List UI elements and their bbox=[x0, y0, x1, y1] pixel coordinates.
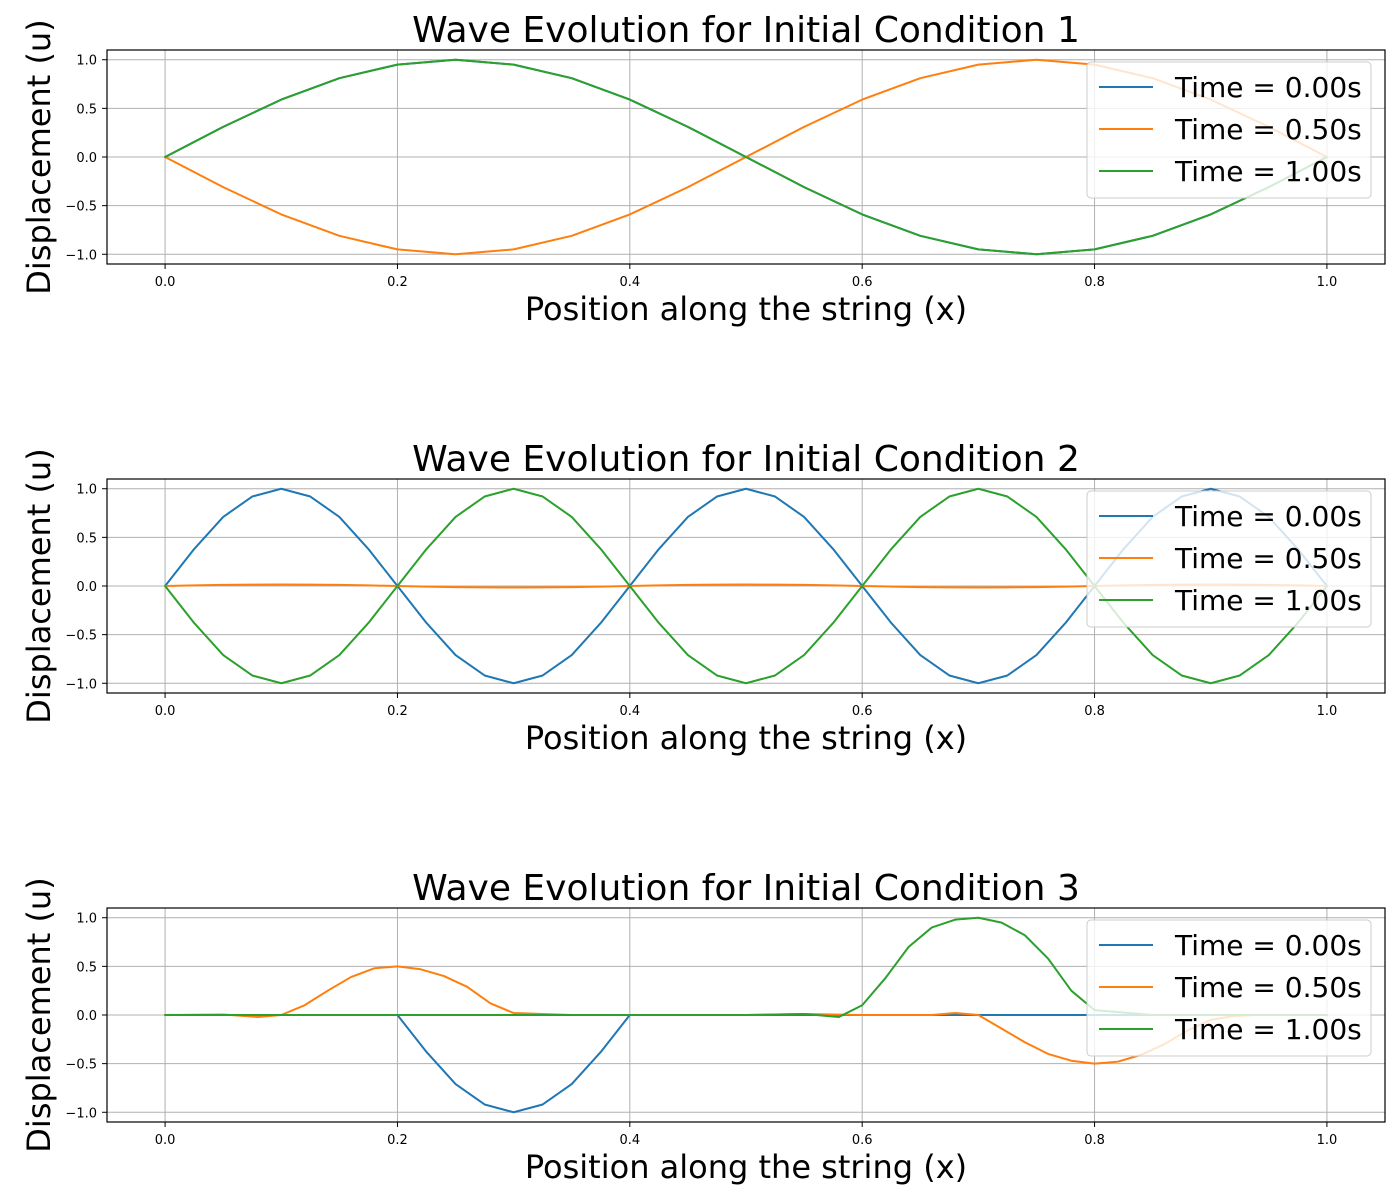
legend-frame bbox=[1086, 919, 1372, 1057]
x-tick-label: 0.8 bbox=[1084, 275, 1105, 290]
legend: Time = 0.00s Time = 0.50s Time = 1.00s bbox=[1086, 61, 1372, 199]
y-tick-label: −1.0 bbox=[65, 1106, 97, 1121]
x-tick-label: 0.8 bbox=[1084, 704, 1105, 719]
x-tick-label: 0.0 bbox=[155, 704, 176, 719]
x-tick-label: 1.0 bbox=[1317, 704, 1338, 719]
x-tick-label: 0.6 bbox=[852, 704, 873, 719]
legend: Time = 0.00s Time = 0.50s Time = 1.00s bbox=[1086, 490, 1372, 628]
x-tick-label: 0.0 bbox=[155, 1133, 176, 1148]
chart-title: Wave Evolution for Initial Condition 2 bbox=[412, 439, 1080, 480]
x-tick-label: 1.0 bbox=[1317, 275, 1338, 290]
series-line-3 bbox=[164, 916, 1328, 1018]
legend-frame bbox=[1086, 61, 1372, 199]
x-axis-label: Position along the string (x) bbox=[525, 1148, 967, 1186]
y-ticks: −1.0 −0.5 0.0 0.5 1.0 bbox=[65, 54, 107, 263]
y-tick-label: 0.0 bbox=[76, 580, 97, 595]
x-tick-label: 0.4 bbox=[619, 1133, 640, 1148]
legend-label: Time = 0.00s bbox=[1174, 500, 1362, 533]
legend-label: Time = 1.00s bbox=[1174, 584, 1362, 617]
y-tick-label: −0.5 bbox=[65, 629, 97, 644]
legend-label: Time = 0.00s bbox=[1174, 71, 1362, 104]
legend: Time = 0.00s Time = 0.50s Time = 1.00s bbox=[1086, 919, 1372, 1057]
x-axis-label: Position along the string (x) bbox=[525, 290, 967, 328]
legend-label: Time = 1.00s bbox=[1174, 155, 1362, 188]
y-tick-label: 1.0 bbox=[76, 483, 97, 498]
x-tick-label: 0.4 bbox=[619, 275, 640, 290]
y-tick-label: −0.5 bbox=[65, 200, 97, 215]
legend-frame bbox=[1086, 490, 1372, 628]
y-tick-label: 0.0 bbox=[76, 1009, 97, 1024]
y-tick-label: 1.0 bbox=[76, 912, 97, 927]
y-axis-label: Displacement (u) bbox=[20, 19, 58, 294]
y-tick-label: 0.5 bbox=[76, 960, 97, 975]
legend-label: Time = 1.00s bbox=[1174, 1013, 1362, 1046]
x-tick-label: 0.4 bbox=[619, 704, 640, 719]
x-tick-label: 0.2 bbox=[387, 275, 408, 290]
series-line-1 bbox=[164, 1014, 1328, 1114]
subplot-2: Wave Evolution for Initial Condition 2 0… bbox=[20, 439, 1386, 757]
x-tick-label: 0.2 bbox=[387, 704, 408, 719]
y-axis-label: Displacement (u) bbox=[20, 448, 58, 723]
x-ticks: 0.0 0.2 0.4 0.6 0.8 1.0 bbox=[155, 264, 1338, 290]
y-tick-label: −0.5 bbox=[65, 1058, 97, 1073]
x-ticks: 0.0 0.2 0.4 0.6 0.8 1.0 bbox=[155, 693, 1338, 719]
x-ticks: 0.0 0.2 0.4 0.6 0.8 1.0 bbox=[155, 1122, 1338, 1148]
x-axis-label: Position along the string (x) bbox=[525, 719, 967, 757]
y-axis-label: Displacement (u) bbox=[20, 877, 58, 1152]
x-tick-label: 0.2 bbox=[387, 1133, 408, 1148]
subplot-3: Wave Evolution for Initial Condition 3 0… bbox=[20, 868, 1386, 1186]
legend-label: Time = 0.00s bbox=[1174, 929, 1362, 962]
y-tick-label: −1.0 bbox=[65, 248, 97, 263]
chart-title: Wave Evolution for Initial Condition 1 bbox=[412, 10, 1080, 51]
y-ticks: −1.0 −0.5 0.0 0.5 1.0 bbox=[65, 912, 107, 1121]
series-line-3 bbox=[164, 487, 1328, 685]
legend-label: Time = 0.50s bbox=[1174, 971, 1362, 1004]
y-tick-label: 0.0 bbox=[76, 151, 97, 166]
x-tick-label: 1.0 bbox=[1317, 1133, 1338, 1148]
x-tick-label: 0.0 bbox=[155, 275, 176, 290]
x-tick-label: 0.8 bbox=[1084, 1133, 1105, 1148]
x-tick-label: 0.6 bbox=[852, 275, 873, 290]
y-tick-label: 0.5 bbox=[76, 102, 97, 117]
y-tick-label: 0.5 bbox=[76, 531, 97, 546]
x-tick-label: 0.6 bbox=[852, 1133, 873, 1148]
y-ticks: −1.0 −0.5 0.0 0.5 1.0 bbox=[65, 483, 107, 692]
legend-label: Time = 0.50s bbox=[1174, 113, 1362, 146]
subplot-1: Wave Evolution for Initial Condition 1 0… bbox=[20, 10, 1386, 328]
y-tick-label: 1.0 bbox=[76, 54, 97, 69]
series-line-3 bbox=[164, 58, 1328, 256]
y-tick-label: −1.0 bbox=[65, 677, 97, 692]
legend-label: Time = 0.50s bbox=[1174, 542, 1362, 575]
chart-title: Wave Evolution for Initial Condition 3 bbox=[412, 868, 1080, 909]
